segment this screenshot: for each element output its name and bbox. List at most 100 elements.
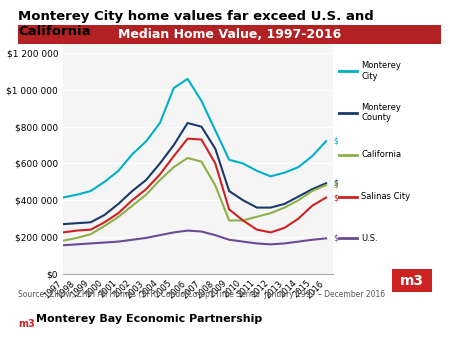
- Monterey County: [268, 206, 274, 210]
- Line: California: California: [63, 158, 326, 241]
- Salinas City: [157, 172, 162, 176]
- Text: $482 935: $482 935: [334, 180, 371, 190]
- California: [254, 215, 260, 219]
- Monterey City: [116, 169, 121, 173]
- Line: Salinas City: Salinas City: [63, 139, 326, 233]
- California: [212, 184, 218, 188]
- California: [74, 236, 80, 240]
- Monterey County: [185, 121, 190, 125]
- California: [240, 218, 246, 222]
- Salinas City: [268, 231, 274, 235]
- California: [282, 206, 287, 210]
- California: [199, 160, 204, 164]
- Y-axis label: Median Home Value (2016 dollars): Median Home Value (2016 dollars): [0, 81, 1, 237]
- U.S.: [199, 230, 204, 234]
- California: [268, 211, 274, 215]
- U.S.: [171, 231, 176, 235]
- Salinas City: [88, 227, 94, 232]
- Salinas City: [171, 154, 176, 158]
- Salinas City: [74, 228, 80, 233]
- U.S.: [88, 241, 94, 245]
- California: [226, 218, 232, 222]
- Salinas City: [130, 198, 135, 202]
- Monterey City: [310, 154, 315, 158]
- Text: Median Home Value, 1997-2016: Median Home Value, 1997-2016: [118, 28, 341, 41]
- Monterey City: [212, 128, 218, 132]
- Monterey City: [324, 139, 329, 143]
- Monterey City: [268, 174, 274, 178]
- U.S.: [185, 228, 190, 233]
- Salinas City: [226, 208, 232, 212]
- U.S.: [130, 238, 135, 242]
- Monterey County: [130, 189, 135, 193]
- Salinas City: [240, 218, 246, 222]
- Salinas City: [310, 204, 315, 208]
- Monterey City: [254, 169, 260, 173]
- Line: Monterey City: Monterey City: [63, 79, 326, 197]
- Monterey County: [171, 143, 176, 147]
- California: [324, 183, 329, 187]
- U.S.: [60, 243, 66, 247]
- Monterey City: [144, 139, 149, 143]
- U.S.: [254, 241, 260, 245]
- Monterey County: [282, 202, 287, 206]
- U.S.: [102, 241, 107, 245]
- U.S.: [282, 241, 287, 245]
- U.S.: [157, 233, 162, 237]
- Text: $414 640: $414 640: [334, 193, 371, 202]
- California: [60, 239, 66, 243]
- Monterey County: [324, 181, 329, 185]
- Salinas City: [282, 226, 287, 230]
- U.S.: [324, 236, 329, 240]
- California: [185, 156, 190, 160]
- Monterey County: [157, 162, 162, 166]
- Salinas City: [212, 162, 218, 166]
- Monterey City: [282, 171, 287, 175]
- California: [144, 193, 149, 197]
- Text: California: California: [361, 150, 401, 159]
- Text: m3: m3: [18, 318, 35, 329]
- Monterey County: [116, 202, 121, 206]
- Monterey County: [199, 125, 204, 129]
- Text: $492 279: $492 279: [334, 179, 371, 188]
- Text: $720 923: $720 923: [334, 137, 371, 146]
- Monterey County: [212, 147, 218, 151]
- Monterey City: [226, 158, 232, 162]
- Text: Monterey Bay Economic Partnership: Monterey Bay Economic Partnership: [36, 314, 262, 324]
- Monterey City: [199, 99, 204, 103]
- Line: U.S.: U.S.: [63, 231, 326, 245]
- Text: m3: m3: [400, 273, 424, 288]
- Text: Salinas City: Salinas City: [361, 192, 410, 201]
- California: [157, 178, 162, 182]
- Monterey County: [240, 198, 246, 202]
- Salinas City: [199, 138, 204, 142]
- U.S.: [296, 240, 301, 244]
- Text: Monterey City home values far exceed U.S. and California: Monterey City home values far exceed U.S…: [18, 10, 374, 38]
- Text: Source: Zillow, ZHVI All Homes (SFR, Condo/Co-op) Time Series  January 1997 – De: Source: Zillow, ZHVI All Homes (SFR, Con…: [18, 290, 385, 299]
- California: [310, 189, 315, 193]
- Salinas City: [144, 187, 149, 191]
- Monterey City: [74, 193, 80, 197]
- U.S.: [212, 233, 218, 237]
- California: [88, 232, 94, 236]
- Text: U.S.: U.S.: [361, 234, 378, 243]
- Monterey County: [102, 213, 107, 217]
- Monterey County: [88, 220, 94, 224]
- Monterey City: [240, 162, 246, 166]
- California: [116, 215, 121, 219]
- Monterey County: [74, 221, 80, 225]
- Salinas City: [254, 227, 260, 232]
- Salinas City: [185, 137, 190, 141]
- Salinas City: [102, 220, 107, 224]
- U.S.: [240, 240, 246, 244]
- Monterey County: [296, 195, 301, 199]
- U.S.: [116, 240, 121, 244]
- California: [296, 198, 301, 202]
- U.S.: [144, 236, 149, 240]
- Monterey County: [144, 178, 149, 182]
- U.S.: [226, 238, 232, 242]
- Text: $192 657: $192 657: [334, 234, 371, 243]
- Salinas City: [60, 231, 66, 235]
- Salinas City: [296, 217, 301, 221]
- Salinas City: [324, 195, 329, 199]
